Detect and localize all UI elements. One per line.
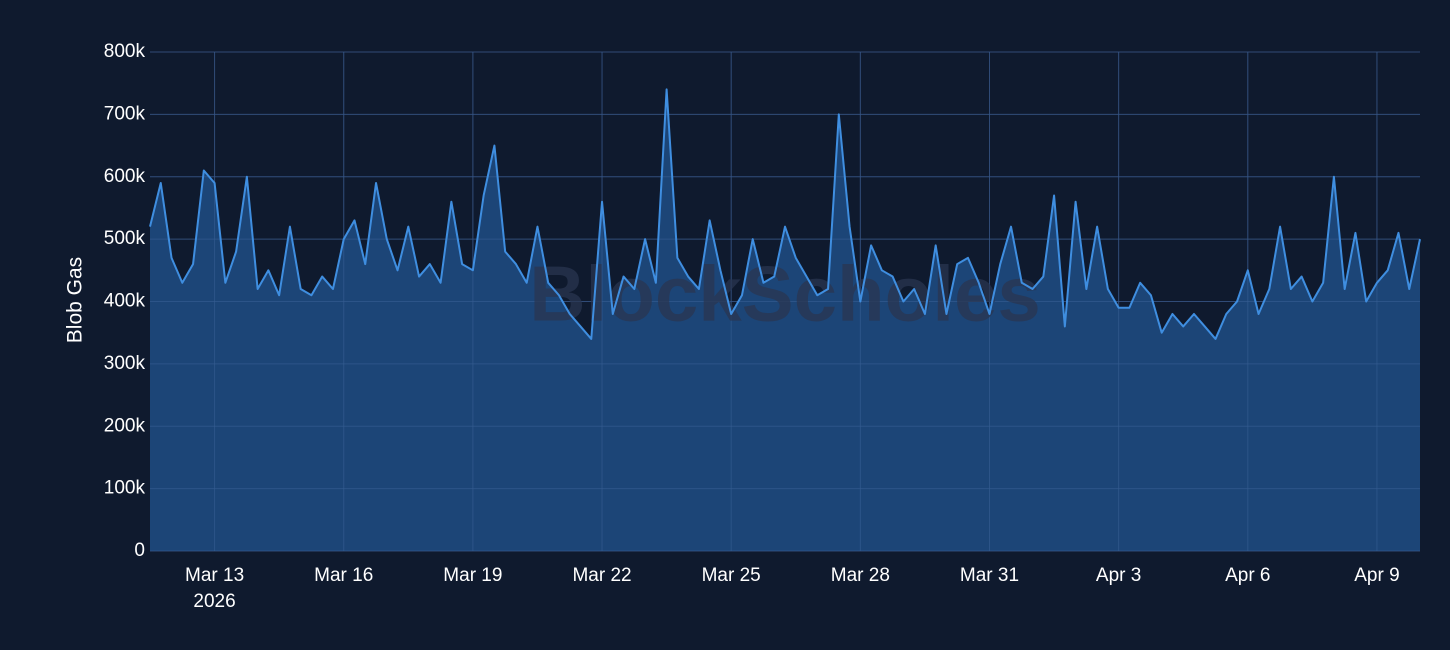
y-tick-label: 800k bbox=[104, 41, 146, 62]
x-tick-label: Mar 28 bbox=[831, 565, 890, 586]
y-tick-label: 500k bbox=[104, 228, 146, 249]
x-tick-label: Mar 13 bbox=[185, 565, 244, 586]
x-year-label: 2026 bbox=[193, 591, 235, 612]
y-tick-label: 300k bbox=[104, 353, 146, 374]
x-tick-label: Mar 19 bbox=[443, 565, 502, 586]
x-tick-label: Apr 6 bbox=[1225, 565, 1270, 586]
x-tick-label: Mar 25 bbox=[702, 565, 761, 586]
area-fill bbox=[150, 89, 1420, 552]
y-tick-label: 600k bbox=[104, 166, 146, 187]
y-tick-label: 700k bbox=[104, 103, 146, 124]
y-tick-label: 0 bbox=[134, 540, 145, 561]
y-axis-label: Blob Gas bbox=[64, 257, 87, 343]
y-tick-label: 400k bbox=[104, 291, 146, 312]
line bbox=[149, 88, 1421, 340]
x-tick-label: Mar 31 bbox=[960, 565, 1019, 586]
x-tick-label: Apr 3 bbox=[1096, 565, 1141, 586]
watermark: BlockScholes bbox=[529, 250, 1041, 338]
y-tick-label: 200k bbox=[104, 415, 146, 436]
x-tick-label: Mar 16 bbox=[314, 565, 373, 586]
x-tick-label: Mar 22 bbox=[572, 565, 631, 586]
x-tick-label: Apr 9 bbox=[1354, 565, 1399, 586]
y-tick-label: 100k bbox=[104, 478, 146, 499]
